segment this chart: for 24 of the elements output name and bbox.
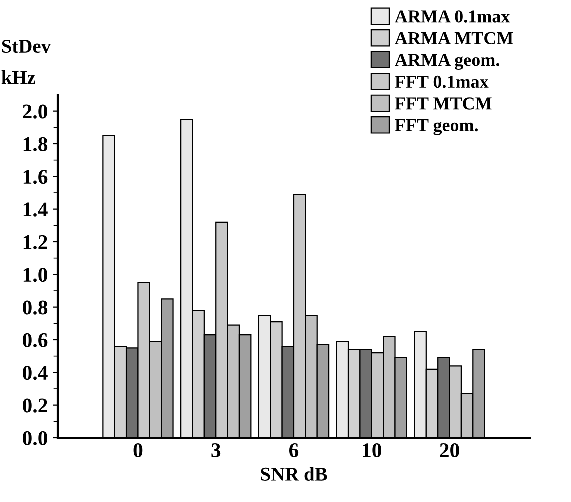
x-tick-label: 10 — [363, 443, 382, 458]
x-tick-label: 3 — [212, 444, 221, 458]
y-tick-label: 1.8 — [24, 137, 48, 152]
legend-label: ARMA geom. — [395, 54, 500, 70]
y-tick-label: 0.0 — [23, 431, 48, 446]
y-tick-label: 1.4 — [24, 202, 48, 217]
y-tick-label: 2.0 — [23, 104, 48, 119]
legend-label: FFT 0.1max — [395, 76, 489, 88]
x-axis-title: SNR dB — [261, 467, 328, 481]
legend-label: FFT geom. — [395, 120, 478, 136]
x-tick-label: 6 — [290, 444, 299, 458]
y-tick-label: 0.8 — [23, 300, 48, 315]
y-tick-label: 1.0 — [24, 268, 48, 282]
y-tick-label: 1.6 — [24, 170, 48, 184]
y-tick-label: 0.2 — [23, 398, 48, 413]
y-axis-title: StDev kHz — [2, 40, 52, 84]
legend-label: ARMA MTCM — [395, 32, 514, 45]
y-tick-label: 1.2 — [24, 235, 48, 250]
x-tick-label: 0 — [134, 443, 143, 458]
legend-label: ARMA 0.1max — [395, 10, 510, 23]
x-tick-label: 20 — [440, 443, 460, 458]
legend-label: FFT MTCM — [395, 98, 492, 110]
y-tick-label: 0.4 — [23, 366, 48, 380]
y-tick-label: 0.6 — [23, 333, 48, 348]
